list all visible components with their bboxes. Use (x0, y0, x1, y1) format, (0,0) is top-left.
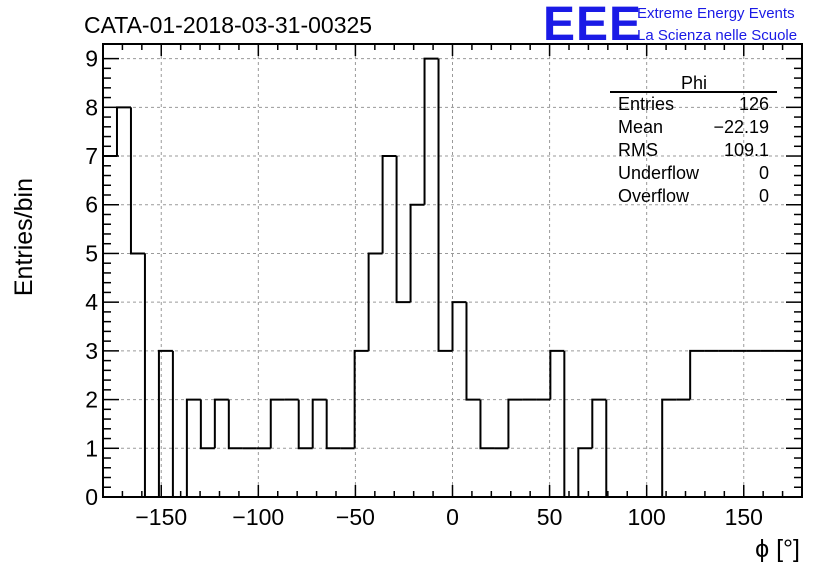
histogram-bin (409, 203, 425, 303)
x-tick-label: −150 (135, 504, 187, 530)
histogram-bin (297, 399, 313, 450)
histogram-bin (381, 155, 397, 254)
histogram-bin (479, 399, 495, 450)
histogram-bin (423, 57, 439, 205)
histogram-bin (269, 398, 285, 449)
histogram-bin (563, 350, 579, 498)
histogram-bin (689, 349, 705, 400)
y-tick-label: 0 (85, 484, 98, 510)
x-tick-label: 0 (446, 504, 459, 530)
histogram-bin (661, 398, 677, 497)
histogram-bin (171, 350, 187, 498)
histogram-bin (157, 349, 173, 497)
stats-label-underflow: Underflow (618, 163, 700, 183)
eee-logo: EEE Extreme Energy Events La Scienza nel… (543, 0, 797, 51)
y-tick-label: 1 (85, 435, 98, 461)
stats-box: Phi Entries 126 Mean −22.19 RMS 109.1 Un… (610, 73, 777, 206)
stats-box-title: Phi (681, 73, 707, 93)
y-tick-label: 4 (85, 289, 98, 315)
eee-logo-line2: La Scienza nelle Scuole (637, 27, 797, 44)
y-axis-ticks: 0 1 2 3 4 5 6 7 8 9 (85, 46, 802, 510)
y-tick-label: 6 (85, 192, 98, 218)
histogram-bin (213, 398, 229, 449)
histogram-bin (129, 107, 145, 255)
histogram-bin (325, 399, 341, 450)
x-tick-label: 100 (627, 504, 665, 530)
histogram-bin (143, 253, 159, 498)
y-tick-label: 2 (85, 387, 98, 413)
histogram-bin (227, 399, 243, 450)
stats-value-overflow: 0 (759, 186, 769, 206)
x-tick-label: 150 (725, 504, 763, 530)
histogram-bin (591, 398, 607, 449)
x-tick-label: −50 (336, 504, 375, 530)
histogram-bin (199, 399, 215, 450)
histogram-bin (437, 58, 453, 352)
histogram-bin (353, 349, 369, 449)
y-axis-title: Entries/bin (10, 178, 38, 296)
stats-value-rms: 109.1 (724, 140, 769, 160)
stats-value-underflow: 0 (759, 163, 769, 183)
eee-logo-line1: Extreme Energy Events (637, 5, 795, 22)
y-tick-label: 5 (85, 240, 98, 266)
run-title: CATA-01-2018-03-31-00325 (84, 12, 372, 38)
histogram-bin (185, 398, 201, 497)
x-axis-title: ϕ [°] (755, 535, 800, 563)
histogram-bin (451, 301, 467, 351)
x-axis-ticks: −150 −100 −50 0 50 100 150 (102, 44, 803, 530)
histogram-bin (577, 447, 593, 497)
y-tick-label: 9 (85, 46, 98, 72)
grid-lines (103, 44, 802, 497)
stats-label-entries: Entries (618, 94, 674, 114)
histogram-bin (549, 349, 565, 400)
x-tick-label: −100 (232, 504, 284, 530)
y-tick-label: 7 (85, 143, 98, 169)
histogram-bin (465, 302, 481, 401)
histogram-bin (102, 155, 117, 497)
x-tick-label: 50 (537, 504, 563, 530)
histogram-bin (395, 156, 411, 304)
y-tick-label: 8 (85, 94, 98, 120)
stats-value-entries: 126 (739, 94, 769, 114)
histogram-bin (311, 398, 327, 449)
eee-logo-letters: EEE (543, 0, 642, 51)
histogram-bin (507, 398, 523, 449)
histogram-bin (367, 252, 383, 351)
stats-label-rms: RMS (618, 140, 658, 160)
y-tick-label: 3 (85, 338, 98, 364)
stats-label-overflow: Overflow (618, 186, 690, 206)
stats-label-mean: Mean (618, 117, 663, 137)
histogram-bin (115, 106, 131, 157)
stats-value-mean: −22.19 (713, 117, 769, 137)
histogram-outline (102, 57, 802, 498)
